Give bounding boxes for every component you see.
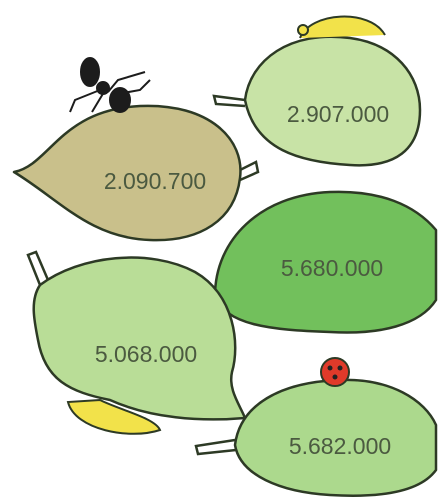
leaf: 5.068.000 (28, 252, 245, 419)
illustration: 2.907.000 2.090.700 5.680.000 5.068.000 … (0, 0, 438, 500)
leaf-number: 2.090.700 (104, 168, 206, 194)
leaf-number: 5.682.000 (289, 433, 391, 459)
leaf-number: 5.068.000 (95, 341, 197, 367)
ant (70, 58, 150, 112)
leaf: 2.907.000 (214, 37, 420, 166)
ladybug (321, 358, 349, 386)
leaf: 2.090.700 (14, 106, 258, 240)
leaf-number: 5.680.000 (281, 255, 383, 281)
leaf-number: 2.907.000 (287, 101, 389, 127)
caterpillar (298, 17, 385, 38)
